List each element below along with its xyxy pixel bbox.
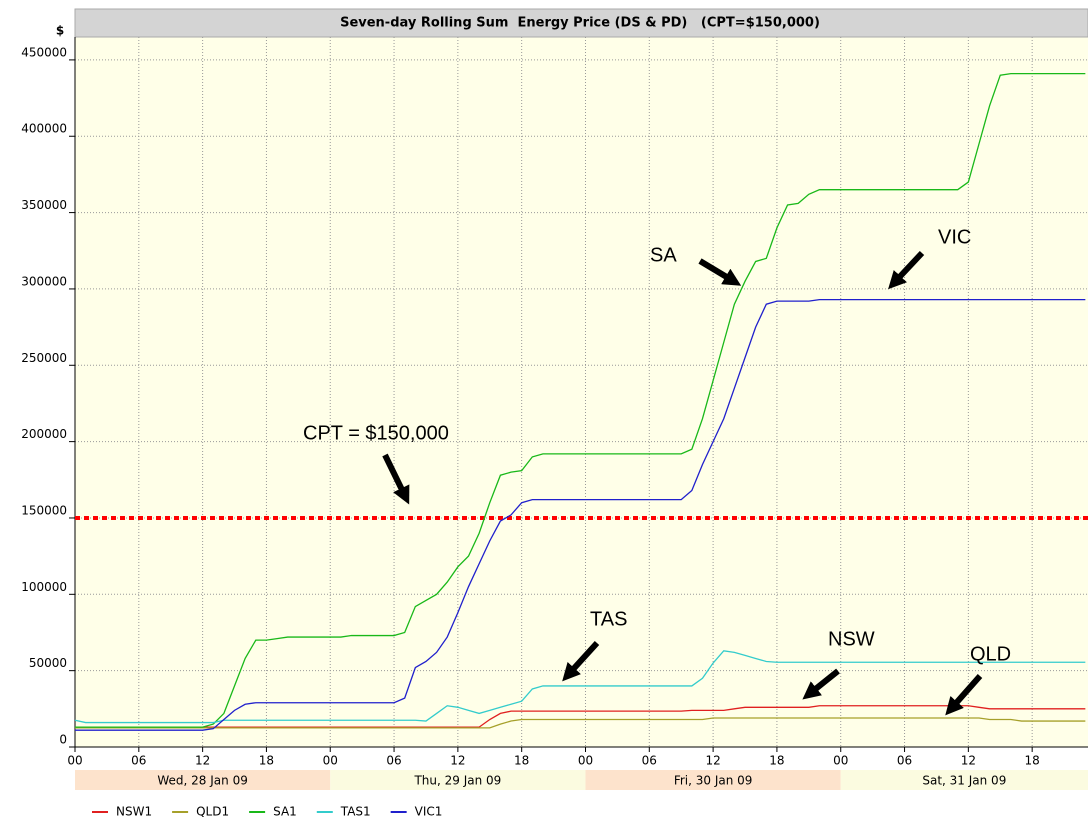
annotation: NSW (828, 628, 875, 650)
annotation: QLD (970, 643, 1011, 665)
y-axis-label: $ (56, 24, 64, 38)
legend-label: QLD1 (196, 805, 229, 818)
chart-title: Seven-day Rolling Sum Energy Price (DS &… (340, 16, 820, 31)
arrow (802, 668, 840, 700)
y-tick-label: 50000 (29, 656, 67, 670)
y-tick-label: 300000 (21, 274, 67, 288)
arrow (698, 258, 742, 286)
day-label: Sat, 31 Jan 09 (922, 774, 1006, 788)
y-tick-label: 0 (59, 733, 67, 747)
arrow (562, 640, 600, 682)
y-tick-label: 450000 (21, 45, 67, 59)
annotation: TAS (590, 608, 627, 630)
x-tick-label: 06 (642, 754, 657, 768)
day-band (840, 770, 1088, 790)
series-line (75, 705, 1086, 728)
legend-label: TAS1 (340, 805, 371, 818)
legend-label: VIC1 (415, 805, 443, 818)
x-tick-label: 00 (578, 754, 593, 768)
y-tick-label: 200000 (21, 427, 67, 441)
y-tick-label: 350000 (21, 198, 67, 212)
series-line (75, 717, 1086, 729)
x-tick-label: 18 (514, 754, 529, 768)
x-tick-label: 18 (259, 754, 274, 768)
y-tick-label: 100000 (21, 580, 67, 594)
x-tick-label: 12 (195, 754, 210, 768)
x-tick-label: 06 (131, 754, 146, 768)
x-tick-label: 18 (1025, 754, 1040, 768)
series-line (75, 73, 1086, 728)
legend-label: SA1 (273, 805, 297, 818)
y-tick-label: 400000 (21, 122, 67, 136)
arrow (945, 674, 983, 716)
day-label: Thu, 29 Jan 09 (413, 774, 501, 788)
x-tick-label: 18 (769, 754, 784, 768)
annotations: SA VIC CPT = $150,000 TAS NSW QLD (303, 226, 1011, 716)
arrow (382, 453, 410, 505)
x-tick-label: 06 (897, 754, 912, 768)
day-band (330, 770, 586, 790)
x-tick-label: 12 (961, 754, 976, 768)
day-label: Fri, 30 Jan 09 (674, 774, 753, 788)
x-tick-label: 12 (450, 754, 465, 768)
y-tick-label: 250000 (21, 351, 67, 365)
series-line (75, 298, 1086, 731)
x-tick-label: 00 (67, 754, 82, 768)
legend-label: NSW1 (116, 805, 152, 818)
series-line (74, 650, 1086, 724)
arrow (888, 250, 925, 290)
x-tick-label: 00 (323, 754, 338, 768)
annotation: VIC (938, 226, 971, 248)
y-tick-label: 150000 (21, 503, 67, 517)
plot: 0 50000 100000 150000 200000 250000 300000 3500… (21, 37, 1088, 818)
x-tick-label: 06 (386, 754, 401, 768)
annotation: SA (650, 244, 677, 266)
x-tick-label: 00 (833, 754, 848, 768)
day-band (75, 770, 331, 790)
plot-area (75, 37, 1088, 747)
day-band (585, 770, 841, 790)
title-bar (74, 8, 1088, 38)
day-label: Wed, 28 Jan 09 (157, 774, 247, 788)
annotation: CPT = $150,000 (303, 422, 449, 444)
x-tick-label: 12 (705, 754, 720, 768)
